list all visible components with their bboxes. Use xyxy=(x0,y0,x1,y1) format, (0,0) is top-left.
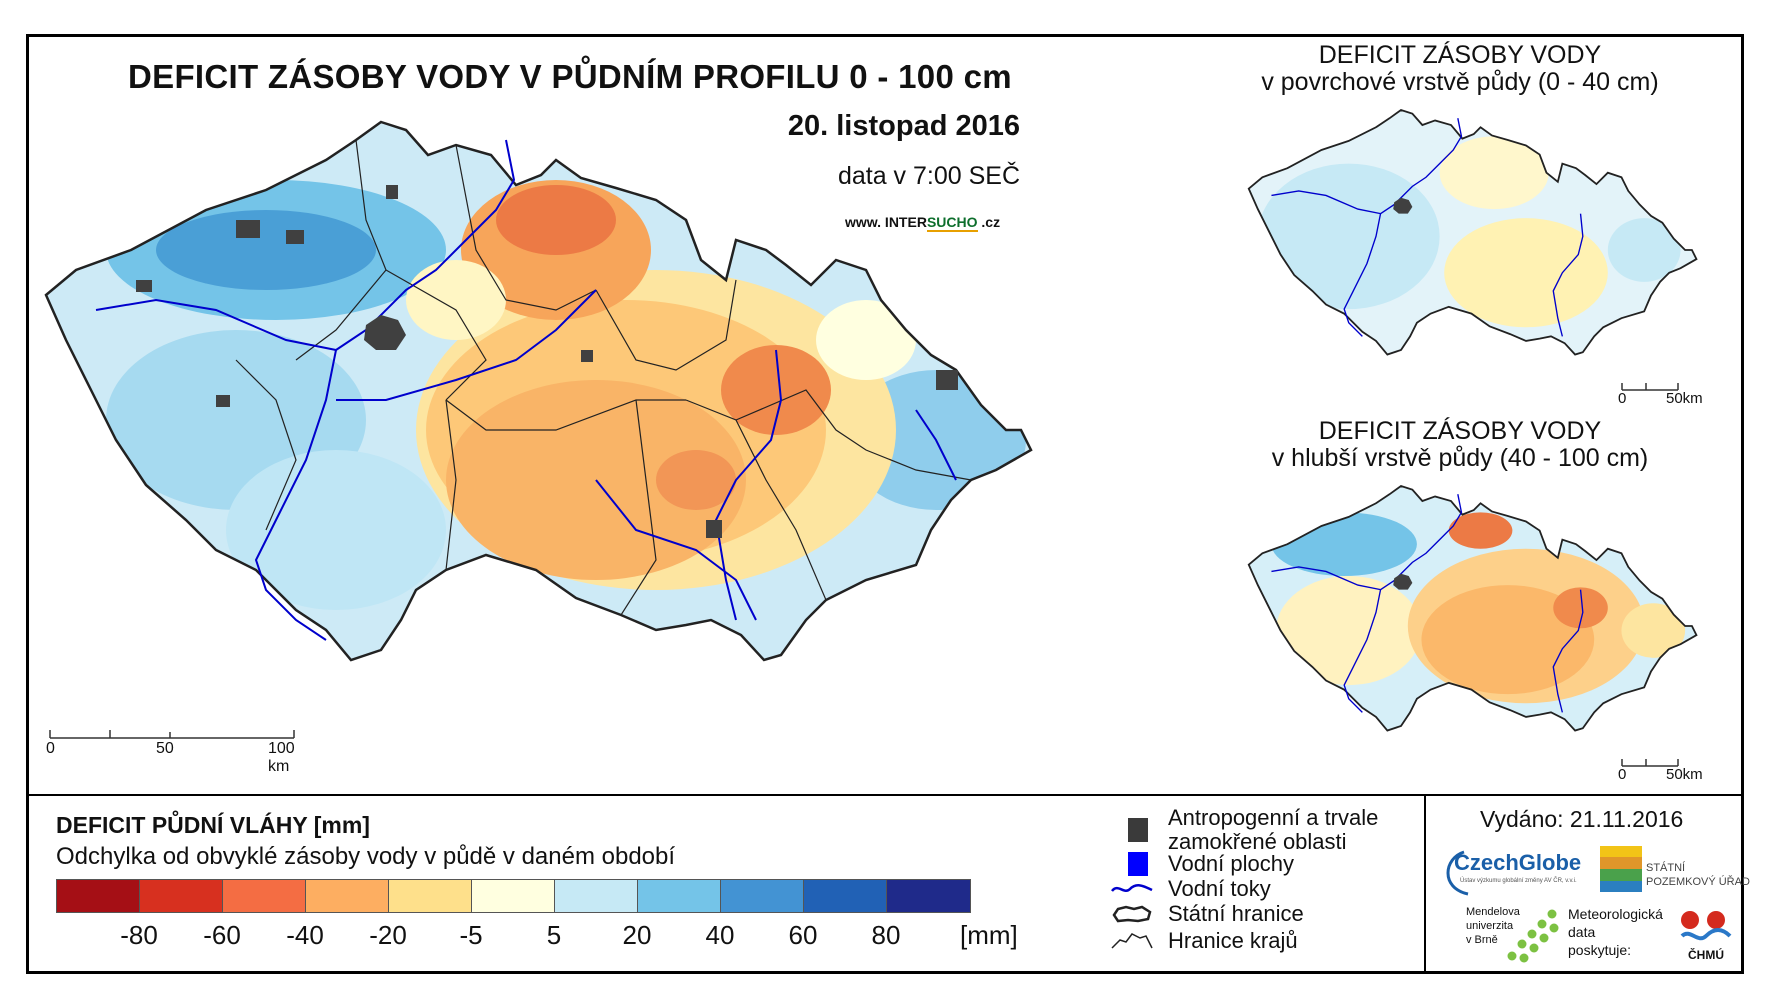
legend-tick-label: -5 xyxy=(459,920,483,950)
legend-colorbar xyxy=(56,879,971,913)
legend-tick-label: 60 xyxy=(788,920,818,950)
legend-tick-label: -40 xyxy=(286,920,324,950)
symbol-anthropogenic-line2: zamokřené oblasti xyxy=(1168,829,1347,854)
river-line-icon xyxy=(1111,884,1153,892)
scalebar-label-100: 100 km xyxy=(268,740,295,775)
data-time: data v 7:00 SEČ xyxy=(837,162,1020,190)
inset-bottom-title-line1: DEFICIT ZÁSOBY VODY xyxy=(1318,417,1602,445)
legend-title: DEFICIT PŮDNÍ VLÁHY [mm] xyxy=(56,812,370,838)
legend-tick-label: -80 xyxy=(120,920,158,950)
main-map xyxy=(44,120,1033,662)
colorbar-swatch xyxy=(223,880,306,912)
main-scalebar: 0 50 100 km xyxy=(46,726,308,775)
map-date: 20. listopad 2016 xyxy=(787,110,1020,142)
symbol-water-bodies-label: Vodní plochy xyxy=(1168,851,1294,876)
inset-top-title: DEFICIT ZÁSOBY VODY v povrchové vrstvě p… xyxy=(1240,42,1680,96)
colorbar-swatch xyxy=(721,880,804,912)
met-line3: poskytuje: xyxy=(1568,942,1632,958)
symbol-water-bodies: Vodní plochy xyxy=(1128,852,1294,876)
colorbar-swatch xyxy=(804,880,887,912)
inset-bottom-title-line2: v hlubší vrstvě půdy (40 - 100 cm) xyxy=(1271,444,1649,472)
inset-top-scalebar-50: 50km xyxy=(1666,390,1703,407)
symbol-rivers: Vodní toky xyxy=(1110,877,1271,901)
inset-bottom-scalebar-50: 50km xyxy=(1666,766,1703,783)
met-line2: data xyxy=(1568,924,1596,940)
inset-top-scalebar-0: 0 xyxy=(1618,390,1627,407)
symbol-region-border: Hranice krajů xyxy=(1110,929,1298,953)
issued-date: Vydáno: 21.11.2016 xyxy=(1480,806,1684,832)
symbol-anthropogenic-line1: Antropogenní a trvale xyxy=(1168,805,1379,830)
inset-top-title-line1: DEFICIT ZÁSOBY VODY xyxy=(1318,41,1602,69)
czechglobe-name: CzechGlobe xyxy=(1454,850,1582,875)
symbol-anthropogenic: Antropogenní a trvale zamokřené oblasti xyxy=(1128,806,1378,854)
legend-unit: [mm] xyxy=(960,920,1018,950)
czechglobe-swoosh-icon xyxy=(1446,850,1469,896)
czechglobe-sub: Ústav výzkumu globální změny AV ČR, v.v.… xyxy=(1460,878,1577,884)
legend-tick-label: 80 xyxy=(871,920,901,950)
chmu-logo: Meteorologická data poskytuje: ČHMÚ xyxy=(1568,902,1738,966)
symbol-region-border-label: Hranice krajů xyxy=(1168,928,1298,953)
website-suffix: .cz xyxy=(977,214,1001,230)
website-brand: SUCHO xyxy=(926,214,978,232)
colorbar-swatch xyxy=(555,880,638,912)
scalebar-label-0: 0 xyxy=(46,740,55,757)
mendel-logo: Mendelova univerzita v Brně xyxy=(1466,902,1576,966)
symbol-rivers-label: Vodní toky xyxy=(1168,876,1271,901)
legend-tick-label: 20 xyxy=(622,920,652,950)
czechglobe-logo: CzechGlobe Ústav výzkumu globální změny … xyxy=(1438,842,1588,900)
legend-tick-label: -20 xyxy=(369,920,407,950)
met-line1: Meteorologická xyxy=(1568,906,1663,922)
legend-tick-label: 40 xyxy=(705,920,735,950)
legend-tick-label: -60 xyxy=(203,920,241,950)
legend-subtitle: Odchylka od obvyklé zásoby vody v půdě v… xyxy=(56,843,676,870)
inset-bottom-title: DEFICIT ZÁSOBY VODY v hlubší vrstvě půdy… xyxy=(1240,418,1680,472)
mendel-line2: univerzita xyxy=(1466,920,1514,932)
mendel-line1: Mendelova xyxy=(1466,906,1520,918)
mendel-line3: v Brně xyxy=(1466,934,1498,946)
region-border-icon xyxy=(1111,933,1153,949)
colorbar-swatch xyxy=(472,880,555,912)
spu-line2: POZEMKOVÝ ÚŘAD xyxy=(1646,876,1750,888)
mendel-dots-icon xyxy=(1507,909,1559,963)
colorbar-swatch xyxy=(389,880,472,912)
legend-vertical-divider xyxy=(1424,794,1426,974)
inset-bottom-scalebar-0: 0 xyxy=(1618,766,1627,783)
inset-top-scalebar: 0 50km xyxy=(1618,380,1730,410)
colorbar-swatch xyxy=(306,880,389,912)
inset-bottom-scalebar: 0 50km xyxy=(1618,756,1730,786)
state-border-icon xyxy=(1112,905,1152,923)
map-title: DEFICIT ZÁSOBY VODY V PŮDNÍM PROFILU 0 -… xyxy=(128,58,1012,95)
spu-logo: STÁTNÍ POZEMKOVÝ ÚŘAD xyxy=(1600,846,1750,898)
blue-square-icon xyxy=(1128,852,1148,876)
legend-tick-label: 5 xyxy=(546,920,562,950)
website-prefix: www. INTER xyxy=(845,214,927,230)
colorbar-swatch xyxy=(57,880,140,912)
dark-square-icon xyxy=(1128,818,1148,842)
inset-top-title-line2: v povrchové vrstvě půdy (0 - 40 cm) xyxy=(1261,68,1659,96)
chmu-name: ČHMÚ xyxy=(1688,948,1724,962)
legend-divider xyxy=(26,794,1744,796)
scalebar-label-50: 50 xyxy=(156,740,174,757)
inset-map-deep xyxy=(1247,485,1698,732)
symbol-state-border: Státní hranice xyxy=(1110,902,1304,926)
inset-map-surface xyxy=(1247,109,1698,356)
spu-line1: STÁTNÍ xyxy=(1646,862,1686,874)
colorbar-swatch xyxy=(638,880,721,912)
chmu-emblem-icon xyxy=(1680,911,1732,941)
colorbar-swatch xyxy=(140,880,223,912)
website-link[interactable]: www. INTERSUCHO .cz xyxy=(845,214,1001,232)
symbol-state-border-label: Státní hranice xyxy=(1168,901,1304,926)
spu-flag-icon xyxy=(1600,846,1642,892)
colorbar-swatch xyxy=(887,880,970,912)
